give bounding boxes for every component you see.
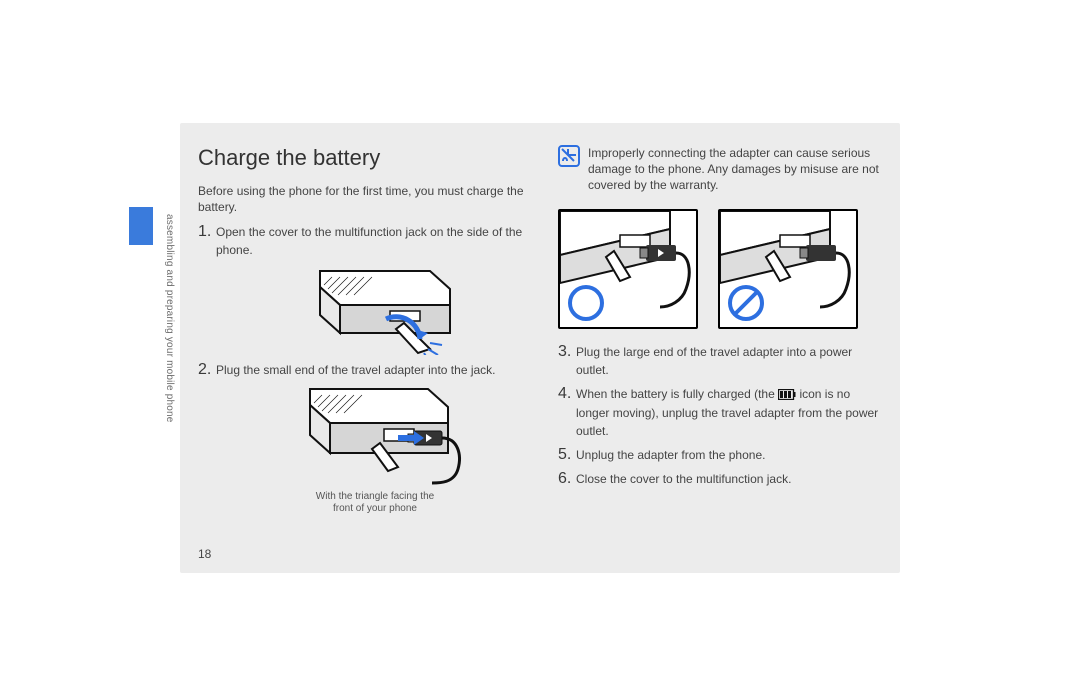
step-2: 2. Plug the small end of the travel adap… — [198, 361, 534, 515]
left-column: Charge the battery Before using the phon… — [198, 145, 534, 521]
page-title: Charge the battery — [198, 145, 534, 171]
step-6: 6. Close the cover to the multifunction … — [558, 470, 884, 488]
step-number: 1. — [198, 223, 211, 241]
section-color-tab — [129, 207, 153, 245]
intro-paragraph: Before using the phone for the first tim… — [198, 183, 534, 215]
step-text: When the battery is fully charged (the i… — [576, 387, 878, 438]
note-icon — [558, 145, 580, 193]
battery-full-icon — [778, 388, 796, 404]
step-text: Close the cover to the multifunction jac… — [576, 472, 791, 486]
illustration-plug-adapter — [280, 383, 470, 487]
step-number: 4. — [558, 385, 571, 403]
right-column: Improperly connecting the adapter can ca… — [558, 145, 884, 494]
connector-orientation-illustrations — [558, 209, 884, 329]
illustration-caption: With the triangle facing the front of yo… — [216, 491, 534, 515]
step-text: Open the cover to the multifunction jack… — [216, 225, 522, 257]
orientation-correct — [558, 209, 698, 329]
step-number: 5. — [558, 446, 571, 464]
step-number: 2. — [198, 361, 211, 379]
orientation-incorrect — [718, 209, 858, 329]
step-5: 5. Unplug the adapter from the phone. — [558, 446, 884, 464]
step-text: Plug the large end of the travel adapter… — [576, 345, 852, 377]
side-running-header: assembling and preparing your mobile pho… — [157, 214, 175, 514]
step-4: 4. When the battery is fully charged (th… — [558, 385, 884, 440]
step-3: 3. Plug the large end of the travel adap… — [558, 343, 884, 379]
step-text: Unplug the adapter from the phone. — [576, 448, 765, 462]
step-text: Plug the small end of the travel adapter… — [216, 363, 496, 377]
warning-note: Improperly connecting the adapter can ca… — [558, 145, 884, 193]
illustration-open-cover — [280, 263, 470, 355]
manual-page: Charge the battery Before using the phon… — [180, 123, 900, 573]
step-number: 3. — [558, 343, 571, 361]
page-number: 18 — [198, 547, 211, 561]
note-text: Improperly connecting the adapter can ca… — [588, 145, 884, 193]
step-1: 1. Open the cover to the multifunction j… — [198, 223, 534, 355]
step-number: 6. — [558, 470, 571, 488]
